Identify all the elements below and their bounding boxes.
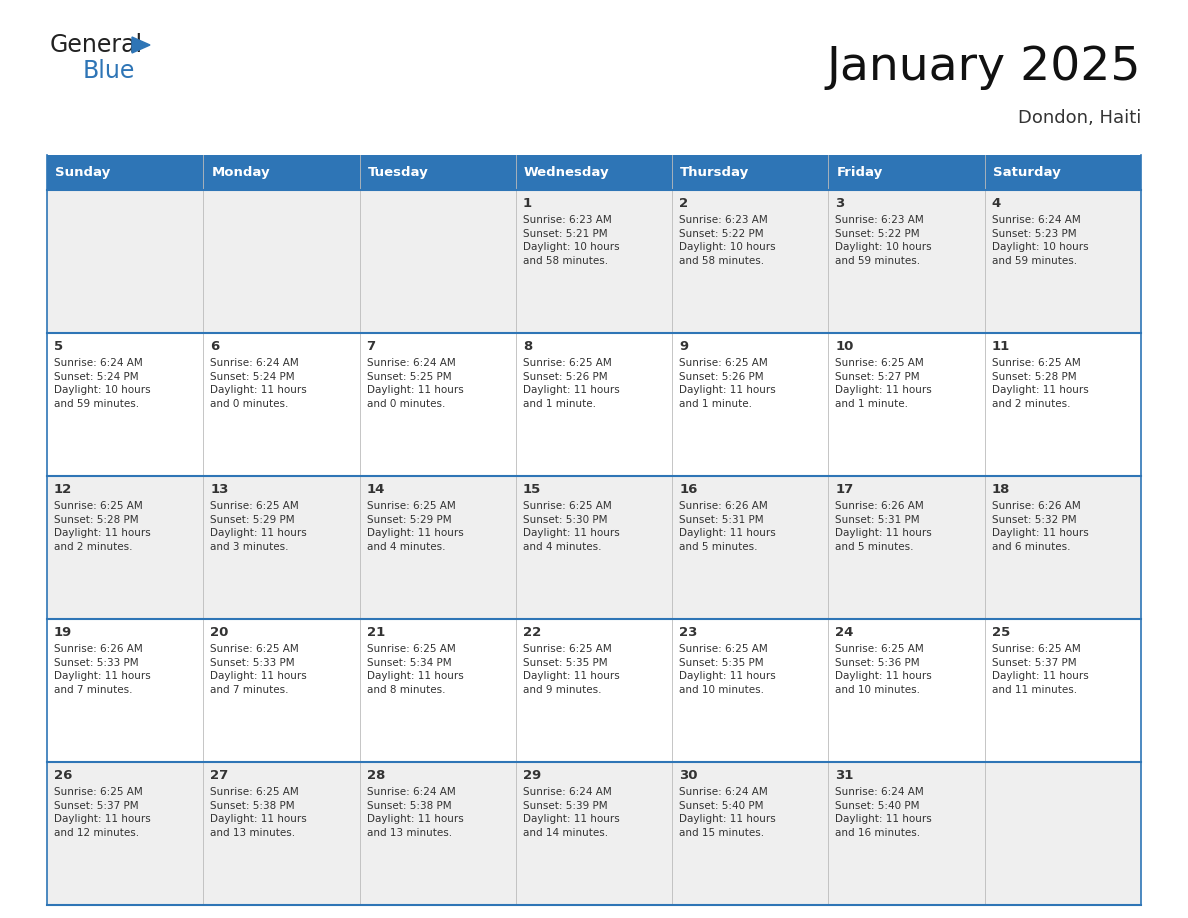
Text: 31: 31	[835, 769, 854, 782]
Text: 15: 15	[523, 483, 541, 496]
Bar	[48, 190, 1140, 333]
Text: Monday: Monday	[211, 166, 270, 179]
Text: 10: 10	[835, 340, 854, 353]
Text: Sunrise: 6:25 AM
Sunset: 5:36 PM
Daylight: 11 hours
and 10 minutes.: Sunrise: 6:25 AM Sunset: 5:36 PM Dayligh…	[835, 644, 933, 695]
Text: 16: 16	[680, 483, 697, 496]
Text: 22: 22	[523, 626, 541, 639]
Text: 30: 30	[680, 769, 697, 782]
Text: Sunrise: 6:25 AM
Sunset: 5:26 PM
Daylight: 11 hours
and 1 minute.: Sunrise: 6:25 AM Sunset: 5:26 PM Dayligh…	[680, 358, 776, 409]
Text: 2: 2	[680, 197, 688, 210]
Text: January 2025: January 2025	[827, 46, 1140, 91]
Text: Tuesday: Tuesday	[367, 166, 429, 179]
Text: Sunrise: 6:23 AM
Sunset: 5:22 PM
Daylight: 10 hours
and 59 minutes.: Sunrise: 6:23 AM Sunset: 5:22 PM Dayligh…	[835, 215, 933, 266]
Text: Sunrise: 6:26 AM
Sunset: 5:31 PM
Daylight: 11 hours
and 5 minutes.: Sunrise: 6:26 AM Sunset: 5:31 PM Dayligh…	[680, 501, 776, 552]
Text: 18: 18	[992, 483, 1010, 496]
Text: Sunrise: 6:24 AM
Sunset: 5:40 PM
Daylight: 11 hours
and 16 minutes.: Sunrise: 6:24 AM Sunset: 5:40 PM Dayligh…	[835, 787, 933, 838]
Text: 28: 28	[367, 769, 385, 782]
Bar	[48, 762, 1140, 905]
Text: 27: 27	[210, 769, 228, 782]
Text: 8: 8	[523, 340, 532, 353]
Text: Sunrise: 6:25 AM
Sunset: 5:28 PM
Daylight: 11 hours
and 2 minutes.: Sunrise: 6:25 AM Sunset: 5:28 PM Dayligh…	[992, 358, 1088, 409]
Text: Sunday: Sunday	[55, 166, 110, 179]
Text: General: General	[50, 33, 143, 57]
Text: 29: 29	[523, 769, 541, 782]
Text: Sunrise: 6:25 AM
Sunset: 5:29 PM
Daylight: 11 hours
and 3 minutes.: Sunrise: 6:25 AM Sunset: 5:29 PM Dayligh…	[210, 501, 307, 552]
Bar	[48, 476, 1140, 619]
Text: Sunrise: 6:25 AM
Sunset: 5:33 PM
Daylight: 11 hours
and 7 minutes.: Sunrise: 6:25 AM Sunset: 5:33 PM Dayligh…	[210, 644, 307, 695]
Text: Sunrise: 6:24 AM
Sunset: 5:23 PM
Daylight: 10 hours
and 59 minutes.: Sunrise: 6:24 AM Sunset: 5:23 PM Dayligh…	[992, 215, 1088, 266]
Text: Sunrise: 6:25 AM
Sunset: 5:26 PM
Daylight: 11 hours
and 1 minute.: Sunrise: 6:25 AM Sunset: 5:26 PM Dayligh…	[523, 358, 620, 409]
Text: Sunrise: 6:25 AM
Sunset: 5:28 PM
Daylight: 11 hours
and 2 minutes.: Sunrise: 6:25 AM Sunset: 5:28 PM Dayligh…	[53, 501, 151, 552]
Text: 24: 24	[835, 626, 854, 639]
Text: Thursday: Thursday	[681, 166, 750, 179]
Bar	[48, 333, 1140, 476]
Text: 5: 5	[53, 340, 63, 353]
Text: 12: 12	[53, 483, 72, 496]
Text: Dondon, Haiti: Dondon, Haiti	[1018, 109, 1140, 127]
Text: Sunrise: 6:25 AM
Sunset: 5:35 PM
Daylight: 11 hours
and 10 minutes.: Sunrise: 6:25 AM Sunset: 5:35 PM Dayligh…	[680, 644, 776, 695]
Bar	[48, 155, 1140, 190]
Text: Sunrise: 6:23 AM
Sunset: 5:21 PM
Daylight: 10 hours
and 58 minutes.: Sunrise: 6:23 AM Sunset: 5:21 PM Dayligh…	[523, 215, 619, 266]
Text: 6: 6	[210, 340, 220, 353]
Text: 1: 1	[523, 197, 532, 210]
Text: 11: 11	[992, 340, 1010, 353]
Text: Sunrise: 6:26 AM
Sunset: 5:32 PM
Daylight: 11 hours
and 6 minutes.: Sunrise: 6:26 AM Sunset: 5:32 PM Dayligh…	[992, 501, 1088, 552]
Text: 26: 26	[53, 769, 72, 782]
Text: 4: 4	[992, 197, 1001, 210]
Bar	[48, 619, 1140, 762]
Text: 17: 17	[835, 483, 854, 496]
Text: Sunrise: 6:25 AM
Sunset: 5:37 PM
Daylight: 11 hours
and 12 minutes.: Sunrise: 6:25 AM Sunset: 5:37 PM Dayligh…	[53, 787, 151, 838]
Text: 19: 19	[53, 626, 72, 639]
Text: Sunrise: 6:25 AM
Sunset: 5:37 PM
Daylight: 11 hours
and 11 minutes.: Sunrise: 6:25 AM Sunset: 5:37 PM Dayligh…	[992, 644, 1088, 695]
Text: Sunrise: 6:26 AM
Sunset: 5:31 PM
Daylight: 11 hours
and 5 minutes.: Sunrise: 6:26 AM Sunset: 5:31 PM Dayligh…	[835, 501, 933, 552]
Text: 9: 9	[680, 340, 688, 353]
Polygon shape	[132, 37, 150, 53]
Text: 20: 20	[210, 626, 228, 639]
Text: Sunrise: 6:25 AM
Sunset: 5:27 PM
Daylight: 11 hours
and 1 minute.: Sunrise: 6:25 AM Sunset: 5:27 PM Dayligh…	[835, 358, 933, 409]
Text: Sunrise: 6:25 AM
Sunset: 5:29 PM
Daylight: 11 hours
and 4 minutes.: Sunrise: 6:25 AM Sunset: 5:29 PM Dayligh…	[367, 501, 463, 552]
Text: 23: 23	[680, 626, 697, 639]
Text: Blue: Blue	[83, 59, 135, 83]
Text: Sunrise: 6:24 AM
Sunset: 5:40 PM
Daylight: 11 hours
and 15 minutes.: Sunrise: 6:24 AM Sunset: 5:40 PM Dayligh…	[680, 787, 776, 838]
Text: Sunrise: 6:25 AM
Sunset: 5:30 PM
Daylight: 11 hours
and 4 minutes.: Sunrise: 6:25 AM Sunset: 5:30 PM Dayligh…	[523, 501, 620, 552]
Text: Sunrise: 6:24 AM
Sunset: 5:24 PM
Daylight: 11 hours
and 0 minutes.: Sunrise: 6:24 AM Sunset: 5:24 PM Dayligh…	[210, 358, 307, 409]
Text: Sunrise: 6:25 AM
Sunset: 5:35 PM
Daylight: 11 hours
and 9 minutes.: Sunrise: 6:25 AM Sunset: 5:35 PM Dayligh…	[523, 644, 620, 695]
Text: 25: 25	[992, 626, 1010, 639]
Text: Sunrise: 6:24 AM
Sunset: 5:24 PM
Daylight: 10 hours
and 59 minutes.: Sunrise: 6:24 AM Sunset: 5:24 PM Dayligh…	[53, 358, 151, 409]
Text: Sunrise: 6:24 AM
Sunset: 5:38 PM
Daylight: 11 hours
and 13 minutes.: Sunrise: 6:24 AM Sunset: 5:38 PM Dayligh…	[367, 787, 463, 838]
Text: 14: 14	[367, 483, 385, 496]
Text: Sunrise: 6:24 AM
Sunset: 5:25 PM
Daylight: 11 hours
and 0 minutes.: Sunrise: 6:24 AM Sunset: 5:25 PM Dayligh…	[367, 358, 463, 409]
Text: 7: 7	[367, 340, 375, 353]
Text: 13: 13	[210, 483, 228, 496]
Text: Sunrise: 6:25 AM
Sunset: 5:38 PM
Daylight: 11 hours
and 13 minutes.: Sunrise: 6:25 AM Sunset: 5:38 PM Dayligh…	[210, 787, 307, 838]
Text: Wednesday: Wednesday	[524, 166, 609, 179]
Text: Saturday: Saturday	[993, 166, 1061, 179]
Text: Sunrise: 6:24 AM
Sunset: 5:39 PM
Daylight: 11 hours
and 14 minutes.: Sunrise: 6:24 AM Sunset: 5:39 PM Dayligh…	[523, 787, 620, 838]
Text: Sunrise: 6:23 AM
Sunset: 5:22 PM
Daylight: 10 hours
and 58 minutes.: Sunrise: 6:23 AM Sunset: 5:22 PM Dayligh…	[680, 215, 776, 266]
Text: Friday: Friday	[836, 166, 883, 179]
Text: Sunrise: 6:26 AM
Sunset: 5:33 PM
Daylight: 11 hours
and 7 minutes.: Sunrise: 6:26 AM Sunset: 5:33 PM Dayligh…	[53, 644, 151, 695]
Text: 21: 21	[367, 626, 385, 639]
Text: 3: 3	[835, 197, 845, 210]
Text: Sunrise: 6:25 AM
Sunset: 5:34 PM
Daylight: 11 hours
and 8 minutes.: Sunrise: 6:25 AM Sunset: 5:34 PM Dayligh…	[367, 644, 463, 695]
